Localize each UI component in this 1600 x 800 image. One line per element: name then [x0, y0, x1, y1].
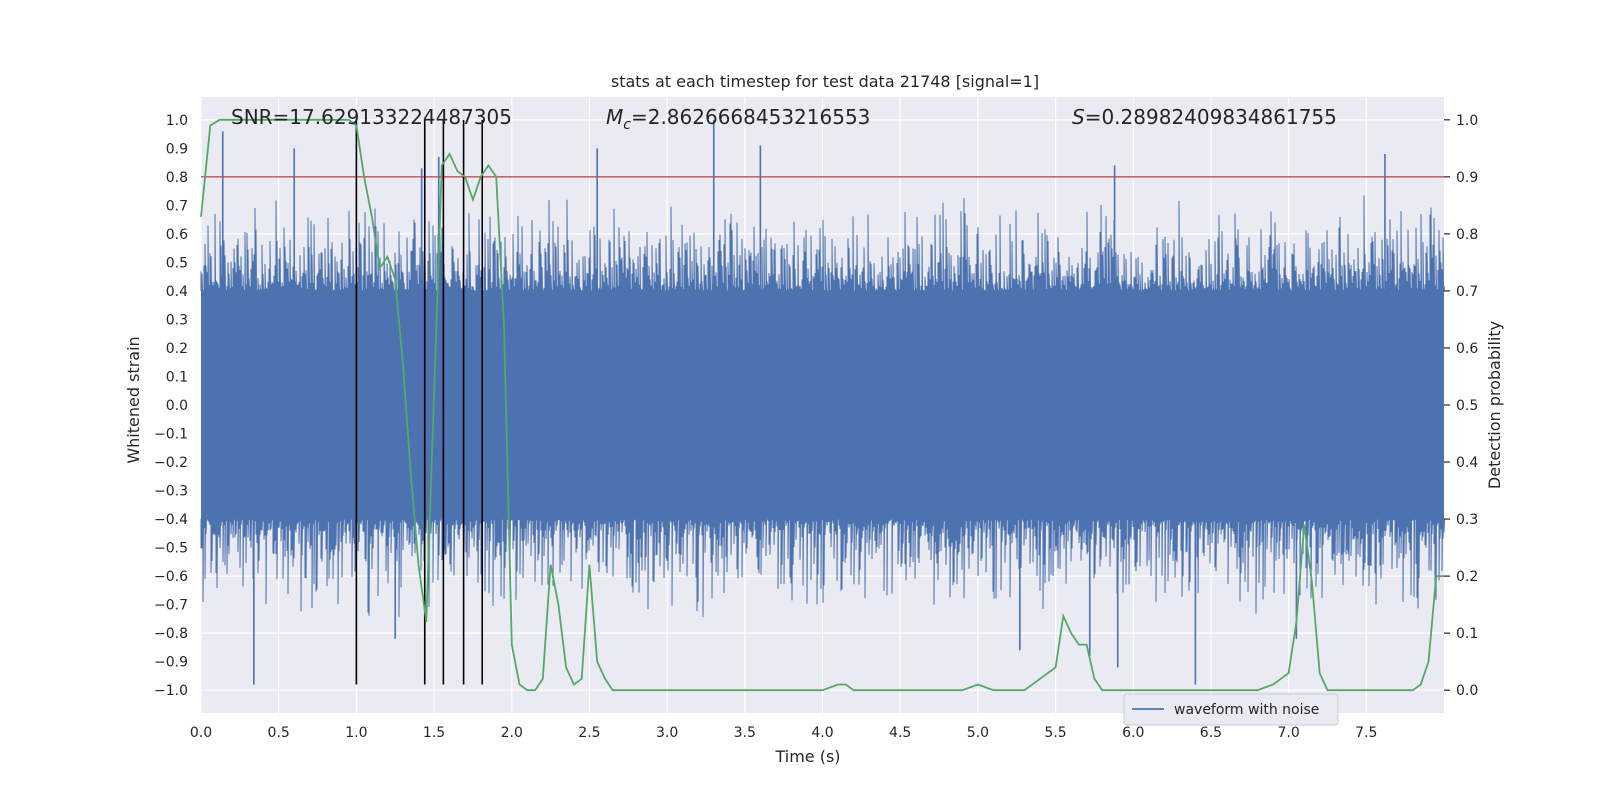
y-left-tick-label: −0.5: [154, 541, 188, 557]
waveform-band: [201, 290, 1444, 520]
spin-value: =0.28982409834861755: [1085, 105, 1337, 129]
x-tick-label: 2.5: [578, 725, 600, 741]
chirp-mass-value: =2.8626668453216553: [631, 105, 870, 129]
y-right-tick-label: 0.2: [1456, 569, 1478, 585]
x-tick-label: 3.5: [734, 725, 756, 741]
y-left-tick-label: 0.8: [166, 170, 188, 186]
x-tick-label: 0.5: [268, 725, 290, 741]
y-right-tick-label: 0.5: [1456, 398, 1478, 414]
y-right-tick-label: 0.6: [1456, 341, 1478, 357]
y-right-tick-label: 0.9: [1456, 170, 1478, 186]
chirp-mass-subscript: c: [623, 117, 631, 133]
y-left-tick-label: 0.9: [166, 141, 188, 157]
y-left-tick-label: −0.3: [154, 484, 188, 500]
series-detection-probability: [200, 118, 1444, 692]
vertical-markers: [355, 119, 484, 685]
y-left-tick-label: 0.5: [166, 255, 188, 271]
y-left-tick-label: 0.0: [166, 398, 188, 414]
y-left-tick-label: −0.6: [154, 569, 188, 585]
y-right-tick-label: 0.3: [1456, 512, 1478, 528]
snr-annotation: SNR=17.629133224487305: [231, 105, 512, 129]
y-left-tick-label: −0.9: [154, 655, 188, 671]
x-tick-label: 0.0: [190, 725, 212, 741]
y-right-tick-label: 1.0: [1456, 113, 1478, 129]
y-left-tick-label: 0.7: [166, 198, 188, 214]
y-left-tick-label: 0.6: [166, 227, 188, 243]
y-left-axis-ticks: 1.0 0.9 0.8 0.7 0.6 0.5 0.4 0.3 0.2 0.1 0.0 −0.1 −0.…: [154, 113, 188, 699]
x-tick-label: 7.0: [1277, 725, 1299, 741]
x-axis-label: Time (s): [774, 747, 840, 766]
series-waveform-with-noise: [200, 119, 1445, 685]
spin-annotation: S=0.28982409834861755: [1072, 105, 1337, 129]
y-left-tick-label: −0.7: [154, 598, 188, 614]
y-left-tick-label: 0.1: [166, 369, 188, 385]
y-left-tick-label: 0.4: [166, 284, 188, 300]
waveform-lower-excursions: [200, 518, 1445, 618]
y-right-tick-label: 0.1: [1456, 626, 1478, 642]
spin-symbol: S: [1072, 105, 1085, 129]
y-left-tick-label: 1.0: [166, 113, 188, 129]
chirp-mass-symbol: M: [606, 105, 623, 129]
chirp-mass-annotation: Mc=2.8626668453216553: [606, 105, 870, 133]
x-tick-label: 3.0: [656, 725, 678, 741]
x-tick-label: 5.0: [967, 725, 989, 741]
legend-entry-waveform: waveform with noise: [1174, 702, 1319, 718]
x-tick-label: 5.5: [1044, 725, 1066, 741]
y-left-tick-label: 0.2: [166, 341, 188, 357]
y-left-tick-label: −0.2: [154, 455, 188, 471]
y-right-tick-label: 0.7: [1456, 284, 1478, 300]
waveform-upper-excursions: [200, 195, 1445, 292]
y-right-tick-label: 0.8: [1456, 227, 1478, 243]
x-tick-label: 6.0: [1122, 725, 1144, 741]
legend-box: [1123, 693, 1339, 726]
y-right-axis-ticks: 1.0 0.9 0.8 0.7 0.6 0.5 0.4 0.3 0.2 0.1 0.0: [1444, 113, 1478, 699]
x-tick-label: 7.5: [1355, 725, 1377, 741]
y-left-tick-label: −0.4: [154, 512, 188, 528]
y-right-tick-label: 0.0: [1456, 683, 1478, 699]
y-right-axis-label: Detection probability: [1485, 321, 1504, 489]
x-tick-label: 4.5: [889, 725, 911, 741]
y-left-tick-label: 0.3: [166, 312, 188, 328]
legend: waveform with noise: [1123, 693, 1339, 726]
x-tick-label: 2.0: [501, 725, 523, 741]
y-left-tick-label: −0.8: [154, 626, 188, 642]
x-tick-label: 1.0: [345, 725, 367, 741]
y-left-tick-label: −0.1: [154, 427, 188, 443]
x-tick-label: 1.5: [423, 725, 445, 741]
y-left-tick-label: −1.0: [154, 683, 188, 699]
y-right-tick-label: 0.4: [1456, 455, 1478, 471]
x-axis-ticks: 0.0 0.5 1.0 1.5 2.0 2.5 3.0 3.5 4.0 4.5 5.0 5.5 6.0 6…: [190, 725, 1378, 741]
x-tick-label: 4.0: [811, 725, 833, 741]
chart-title: stats at each timestep for test data 217…: [611, 72, 1039, 91]
x-tick-label: 6.5: [1200, 725, 1222, 741]
y-left-axis-label: Whitened strain: [124, 336, 143, 463]
